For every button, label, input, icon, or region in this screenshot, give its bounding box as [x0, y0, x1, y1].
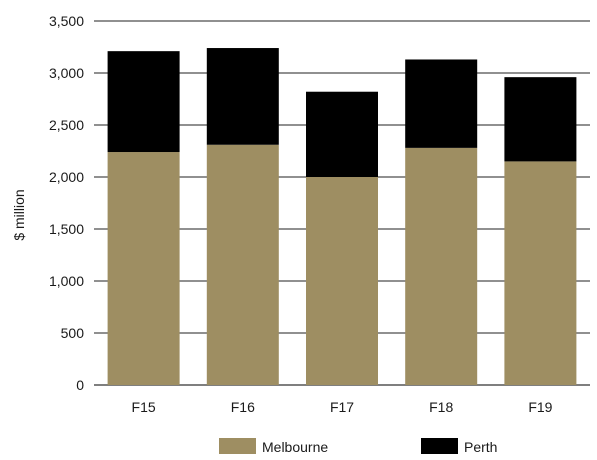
bar-melbourne-f16: [206, 144, 279, 385]
bar-perth-f19: [504, 77, 577, 162]
x-tick-label: F16: [231, 399, 255, 415]
y-tick-label: 1,500: [49, 221, 84, 237]
y-tick-label: 1,000: [49, 273, 84, 289]
legend-label: Melbourne: [262, 439, 328, 455]
x-tick-label: F18: [429, 399, 453, 415]
bar-perth-f17: [306, 91, 378, 177]
bar-melbourne-f17: [306, 177, 378, 385]
y-tick-label: 2,000: [49, 169, 84, 185]
y-tick-label: 0: [76, 377, 84, 393]
legend-item-melbourne: Melbourne: [219, 438, 328, 455]
x-tick-label: F19: [528, 399, 552, 415]
bar-melbourne-f15: [107, 152, 180, 385]
legend: Melbourne Perth: [219, 438, 497, 455]
bar-melbourne-f19: [504, 161, 577, 385]
legend-item-perth: Perth: [421, 438, 497, 455]
y-axis-title: $ million: [11, 189, 27, 240]
y-axis-ticks: 0 500 1,000 1,500 2,000 2,500 3,000 3,500: [49, 13, 84, 393]
y-tick-label: 3,500: [49, 13, 84, 29]
y-tick-label: 500: [61, 325, 85, 341]
bar-melbourne-f18: [405, 147, 478, 385]
legend-swatch: [421, 438, 458, 454]
x-tick-label: F17: [330, 399, 354, 415]
x-axis-ticks: F15 F16 F17 F18 F19: [132, 399, 553, 415]
bars: [107, 48, 577, 385]
legend-swatch: [219, 438, 256, 454]
bar-perth-f18: [405, 59, 478, 148]
y-tick-label: 2,500: [49, 117, 84, 133]
x-tick-label: F15: [132, 399, 156, 415]
bar-perth-f16: [206, 48, 279, 145]
bar-perth-f15: [107, 51, 180, 153]
y-tick-label: 3,000: [49, 65, 84, 81]
legend-label: Perth: [464, 439, 497, 455]
